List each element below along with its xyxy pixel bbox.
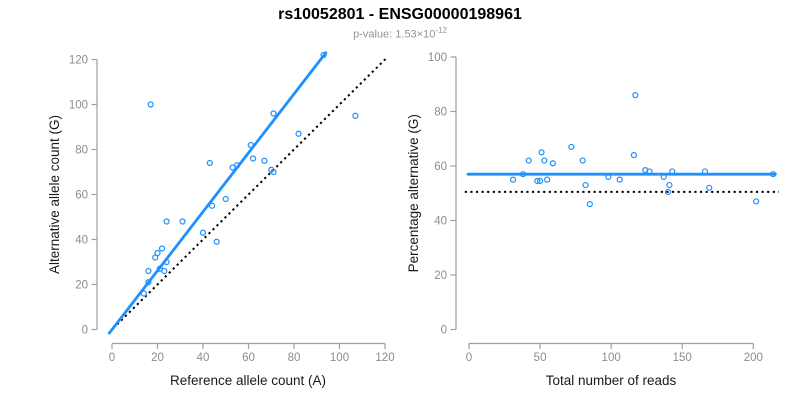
- scatter-point: [145, 267, 152, 275]
- scatter-point: [163, 258, 170, 266]
- x-tick-label: 60: [242, 352, 255, 364]
- y-tick-label: 120: [69, 55, 88, 67]
- x-tick-label: 100: [602, 352, 621, 364]
- scatter-point: [270, 168, 277, 176]
- plot-panel-allele-counts: 0 20 40 60 80 100 120 0 20 40 60 80 100 120 Reference …: [47, 51, 395, 388]
- y-tick-label: 40: [75, 235, 88, 247]
- x-tick-label: 100: [330, 352, 349, 364]
- x-tick-label: 200: [744, 352, 763, 364]
- scatter-point: [295, 130, 302, 137]
- x-tick-label: 20: [151, 352, 164, 364]
- x-tick-label: 0: [109, 352, 115, 364]
- scatter-point: [147, 101, 154, 108]
- scatter-point: [222, 195, 229, 203]
- scatter-point: [630, 152, 637, 159]
- x-axis-title: Reference allele count (A): [170, 373, 326, 388]
- y-tick-label: 0: [441, 325, 447, 337]
- scatter-point: [701, 168, 709, 175]
- scatter-point: [541, 157, 548, 164]
- y-tick-label: 20: [75, 280, 88, 292]
- x-tick-label: 0: [466, 352, 472, 364]
- subtitle-pvalue-text: p-value: 1.53×10: [353, 28, 436, 41]
- scatter-point: [632, 92, 639, 99]
- scatter-point: [582, 181, 589, 189]
- scatter-point: [352, 112, 359, 119]
- figure-title: rs10052801 - ENSG00000198961: [278, 6, 522, 23]
- x-tick-label: 80: [288, 352, 301, 364]
- fit-line: [107, 51, 328, 335]
- y-tick-label: 60: [434, 161, 447, 173]
- y-tick-label: 80: [75, 145, 88, 157]
- scatter-point: [616, 176, 623, 183]
- scatter-point: [525, 157, 532, 164]
- y-tick-label: 40: [434, 216, 447, 228]
- scatter-point: [234, 162, 241, 169]
- scatter-point: [534, 177, 541, 185]
- figure-subtitle: p-value: 1.53×10-12: [0, 24, 800, 42]
- scatter-point: [549, 160, 556, 167]
- scatter-point: [140, 290, 147, 297]
- y-tick-label: 100: [428, 52, 447, 64]
- scatter-point: [206, 159, 213, 167]
- subtitle-pvalue-exponent: -12: [435, 26, 447, 35]
- scatter-point: [519, 171, 527, 178]
- y-tick-label: 0: [82, 325, 88, 337]
- scatter-point: [544, 176, 551, 183]
- y-axis-title: Percentage alternative (G): [406, 114, 421, 272]
- scatter-point: [753, 198, 760, 205]
- scatter-point: [586, 201, 593, 208]
- plot-panel-percentage-vs-reads: 0 20 40 60 80 100 0 50 100 150 200 Total number of …: [406, 52, 779, 388]
- scatter-point: [247, 141, 254, 149]
- scatter-point: [161, 267, 168, 275]
- x-axis-title: Total number of reads: [546, 373, 677, 388]
- y-tick-label: 60: [75, 190, 88, 202]
- y-tick-label: 20: [434, 270, 447, 282]
- scatter-point: [669, 168, 676, 175]
- scatter-point: [249, 155, 257, 162]
- scatter-point: [536, 177, 544, 185]
- scatter-point: [770, 171, 777, 178]
- scatter-point: [179, 218, 186, 225]
- scatter-point: [199, 229, 207, 236]
- scatter-point: [538, 149, 545, 156]
- scatter-point: [509, 176, 517, 183]
- scatter-point: [666, 181, 673, 189]
- identity-line: [112, 56, 388, 330]
- x-tick-label: 120: [375, 352, 394, 364]
- y-axis-title: Alternative allele count (G): [47, 115, 62, 274]
- scatter-point: [209, 202, 216, 209]
- scatter-point: [163, 218, 170, 225]
- x-tick-label: 40: [197, 352, 210, 364]
- scatter-point: [605, 173, 612, 180]
- x-tick-label: 150: [673, 352, 692, 364]
- scatter-point: [145, 279, 152, 286]
- scatter-point: [213, 238, 220, 245]
- scatter-point: [568, 143, 575, 151]
- scatter-point: [270, 110, 277, 117]
- scatter-point: [664, 188, 672, 195]
- y-tick-label: 80: [434, 107, 447, 119]
- scatter-point: [158, 245, 166, 252]
- scatter-point: [706, 184, 713, 191]
- y-tick-label: 100: [69, 100, 88, 112]
- scatter-point: [660, 173, 667, 180]
- scatter-point: [320, 51, 327, 59]
- scatter-point: [579, 157, 586, 164]
- scatter-point: [261, 157, 268, 164]
- scatter-point: [154, 249, 161, 257]
- x-tick-label: 50: [534, 352, 547, 364]
- scatter-point: [646, 168, 653, 175]
